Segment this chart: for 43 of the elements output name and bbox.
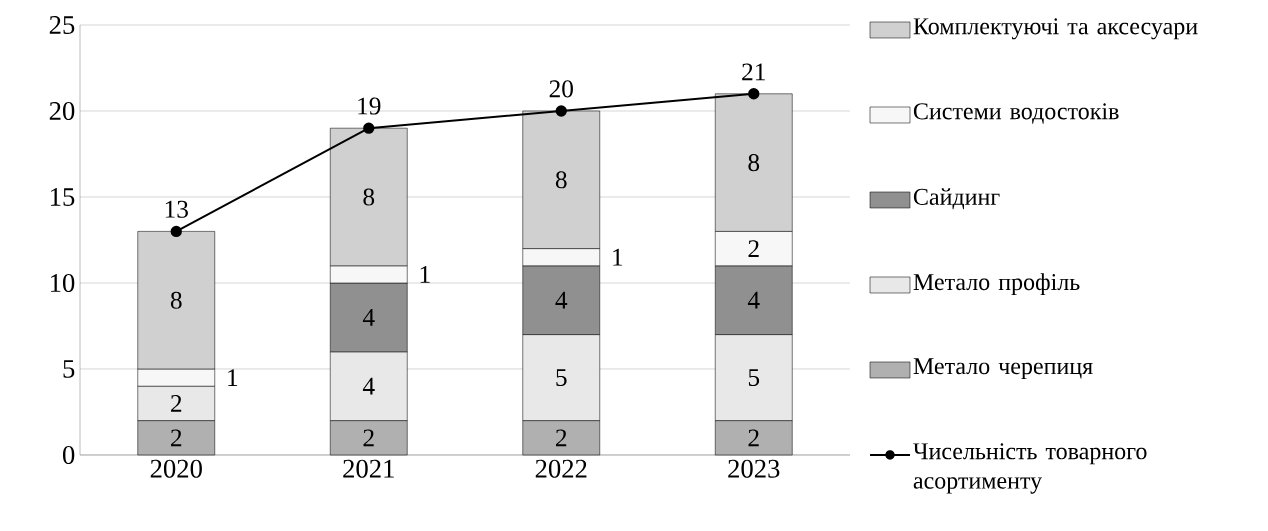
legend-label: Комплектуючі та аксесуари xyxy=(913,18,1198,40)
legend-label: Метало черепиця xyxy=(913,358,1093,380)
point xyxy=(748,88,760,100)
y-tick-label: 5 xyxy=(63,360,75,378)
data-label: 5 xyxy=(556,369,567,387)
y-tick-label: 15 xyxy=(50,188,75,206)
x-tick-label: 2021 xyxy=(343,459,394,478)
data-label: 5 xyxy=(748,369,760,387)
data-label: 20 xyxy=(549,80,573,98)
x-tick-label: 2023 xyxy=(728,459,780,478)
data-label: 2 xyxy=(171,429,182,447)
data-label: 8 xyxy=(170,291,182,309)
data-label: 4 xyxy=(362,309,375,326)
data-label: 1 xyxy=(420,266,430,283)
x-tick-label: 2020 xyxy=(150,459,202,478)
y-tick-label: 25 xyxy=(49,16,75,34)
data-label: 1 xyxy=(228,369,238,386)
y-tick-label: 0 xyxy=(62,445,75,464)
y-tick-label: 20 xyxy=(49,101,75,120)
data-label: 2 xyxy=(556,429,567,447)
data-label: 8 xyxy=(363,188,375,206)
data-label: 8 xyxy=(555,171,567,189)
data-label: 2 xyxy=(748,429,759,447)
data-label: 4 xyxy=(555,291,568,309)
point xyxy=(363,122,375,134)
legend-label: Чисельність товарного асортименту xyxy=(913,443,1147,494)
data-label: 4 xyxy=(362,377,375,395)
x-tick-label: 2022 xyxy=(535,459,587,478)
data-label: 4 xyxy=(747,291,760,309)
data-label: 13 xyxy=(165,200,188,218)
data-label: 2 xyxy=(748,240,759,257)
data-label: 21 xyxy=(742,63,765,81)
data-label: 19 xyxy=(358,97,381,115)
data-label: 2 xyxy=(171,395,182,412)
point xyxy=(170,225,182,238)
legend-label: Системи водостоків xyxy=(913,103,1119,124)
legend-label: Метало профіль xyxy=(913,273,1080,296)
data-label: 2 xyxy=(363,429,374,447)
data-label: 1 xyxy=(613,248,623,266)
y-tick-label: 10 xyxy=(50,273,75,292)
data-label: 8 xyxy=(748,154,760,172)
point xyxy=(555,105,567,117)
legend-label: Сайдинг xyxy=(913,188,1000,210)
